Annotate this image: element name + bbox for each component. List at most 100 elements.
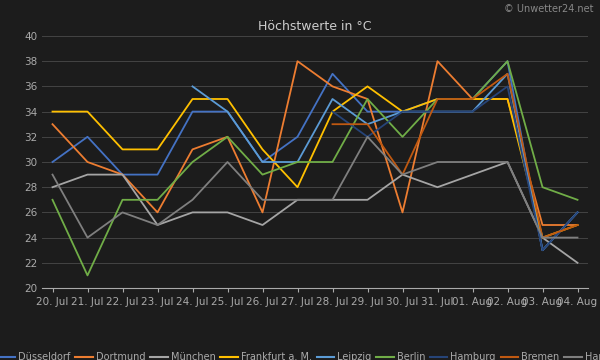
Frankfurt a. M. [329,109,336,114]
Düsseldorf [154,172,161,177]
Berlin [119,198,126,202]
Berlin [574,198,581,202]
Leipzig [294,160,301,164]
München [154,223,161,227]
Hamburg [364,135,371,139]
Frankfurt a. M. [434,97,441,101]
Line: München: München [53,162,577,263]
Line: Frankfurt a. M.: Frankfurt a. M. [53,86,577,238]
München [434,185,441,189]
Hannover [154,223,161,227]
Hannover [224,160,231,164]
Line: Bremen: Bremen [332,74,577,238]
Line: Dortmund: Dortmund [53,61,577,225]
Dortmund [259,210,266,215]
Legend: Düsseldorf, Dortmund, München, Frankfurt a. M., Leipzig, Berlin, Hamburg, Bremen: Düsseldorf, Dortmund, München, Frankfurt… [0,348,600,360]
Dortmund [399,210,406,215]
München [469,172,476,177]
Leipzig [189,84,196,89]
Frankfurt a. M. [84,109,91,114]
Dortmund [84,160,91,164]
Frankfurt a. M. [119,147,126,152]
Leipzig [469,109,476,114]
Dortmund [224,135,231,139]
Line: Leipzig: Leipzig [193,74,577,250]
Berlin [504,59,511,63]
München [574,261,581,265]
Dortmund [574,223,581,227]
Berlin [539,185,546,189]
Hannover [294,198,301,202]
Düsseldorf [224,109,231,114]
Frankfurt a. M. [504,97,511,101]
Düsseldorf [119,172,126,177]
Text: © Unwetter24.net: © Unwetter24.net [505,4,594,14]
Dortmund [469,97,476,101]
Berlin [154,198,161,202]
Hamburg [434,109,441,114]
Leipzig [364,122,371,126]
München [189,210,196,215]
Düsseldorf [469,97,476,101]
Bremen [574,223,581,227]
Hannover [434,160,441,164]
Line: Berlin: Berlin [53,61,577,275]
Hamburg [329,109,336,114]
Frankfurt a. M. [49,109,56,114]
Bremen [364,122,371,126]
Dortmund [119,172,126,177]
Dortmund [189,147,196,152]
Frankfurt a. M. [574,223,581,227]
Düsseldorf [189,109,196,114]
Berlin [329,160,336,164]
München [329,198,336,202]
München [294,198,301,202]
Leipzig [504,72,511,76]
Leipzig [259,160,266,164]
Düsseldorf [329,72,336,76]
Berlin [364,97,371,101]
Dortmund [504,97,511,101]
Dortmund [329,84,336,89]
Düsseldorf [84,135,91,139]
Line: Hannover: Hannover [53,137,577,238]
Line: Düsseldorf: Düsseldorf [53,61,577,250]
Frankfurt a. M. [259,147,266,152]
Bremen [469,97,476,101]
Berlin [84,273,91,278]
Frankfurt a. M. [189,97,196,101]
Leipzig [329,97,336,101]
Düsseldorf [364,109,371,114]
Hannover [49,172,56,177]
Leipzig [539,248,546,252]
Dortmund [434,59,441,63]
Hamburg [539,248,546,252]
Bremen [434,97,441,101]
Bremen [399,172,406,177]
München [84,172,91,177]
Berlin [469,97,476,101]
Hamburg [504,84,511,89]
Düsseldorf [294,135,301,139]
Dortmund [154,210,161,215]
Düsseldorf [49,160,56,164]
München [504,160,511,164]
Berlin [224,135,231,139]
Frankfurt a. M. [224,97,231,101]
Düsseldorf [399,109,406,114]
Leipzig [574,210,581,215]
Berlin [294,160,301,164]
Frankfurt a. M. [154,147,161,152]
Hannover [539,235,546,240]
Frankfurt a. M. [399,109,406,114]
Leipzig [399,109,406,114]
Düsseldorf [259,160,266,164]
München [119,172,126,177]
Hannover [504,160,511,164]
Dortmund [364,97,371,101]
Düsseldorf [539,248,546,252]
Frankfurt a. M. [539,235,546,240]
Berlin [49,198,56,202]
Hannover [119,210,126,215]
Berlin [434,97,441,101]
